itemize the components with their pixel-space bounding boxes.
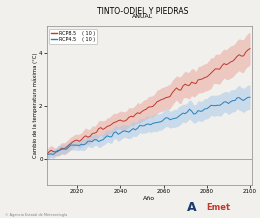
Text: TINTO-ODIEL Y PIEDRAS: TINTO-ODIEL Y PIEDRAS <box>97 7 189 15</box>
Legend: RCP8.5    ( 10 ), RCP4.5    ( 10 ): RCP8.5 ( 10 ), RCP4.5 ( 10 ) <box>49 29 97 44</box>
Text: A: A <box>187 201 197 214</box>
Y-axis label: Cambio de la temperatura máxima (°C): Cambio de la temperatura máxima (°C) <box>32 53 38 158</box>
Text: Emet: Emet <box>206 203 230 212</box>
X-axis label: Año: Año <box>144 196 155 201</box>
Text: © Agencia Estatal de Meteorología: © Agencia Estatal de Meteorología <box>5 213 67 217</box>
Text: ANUAL: ANUAL <box>132 14 154 19</box>
